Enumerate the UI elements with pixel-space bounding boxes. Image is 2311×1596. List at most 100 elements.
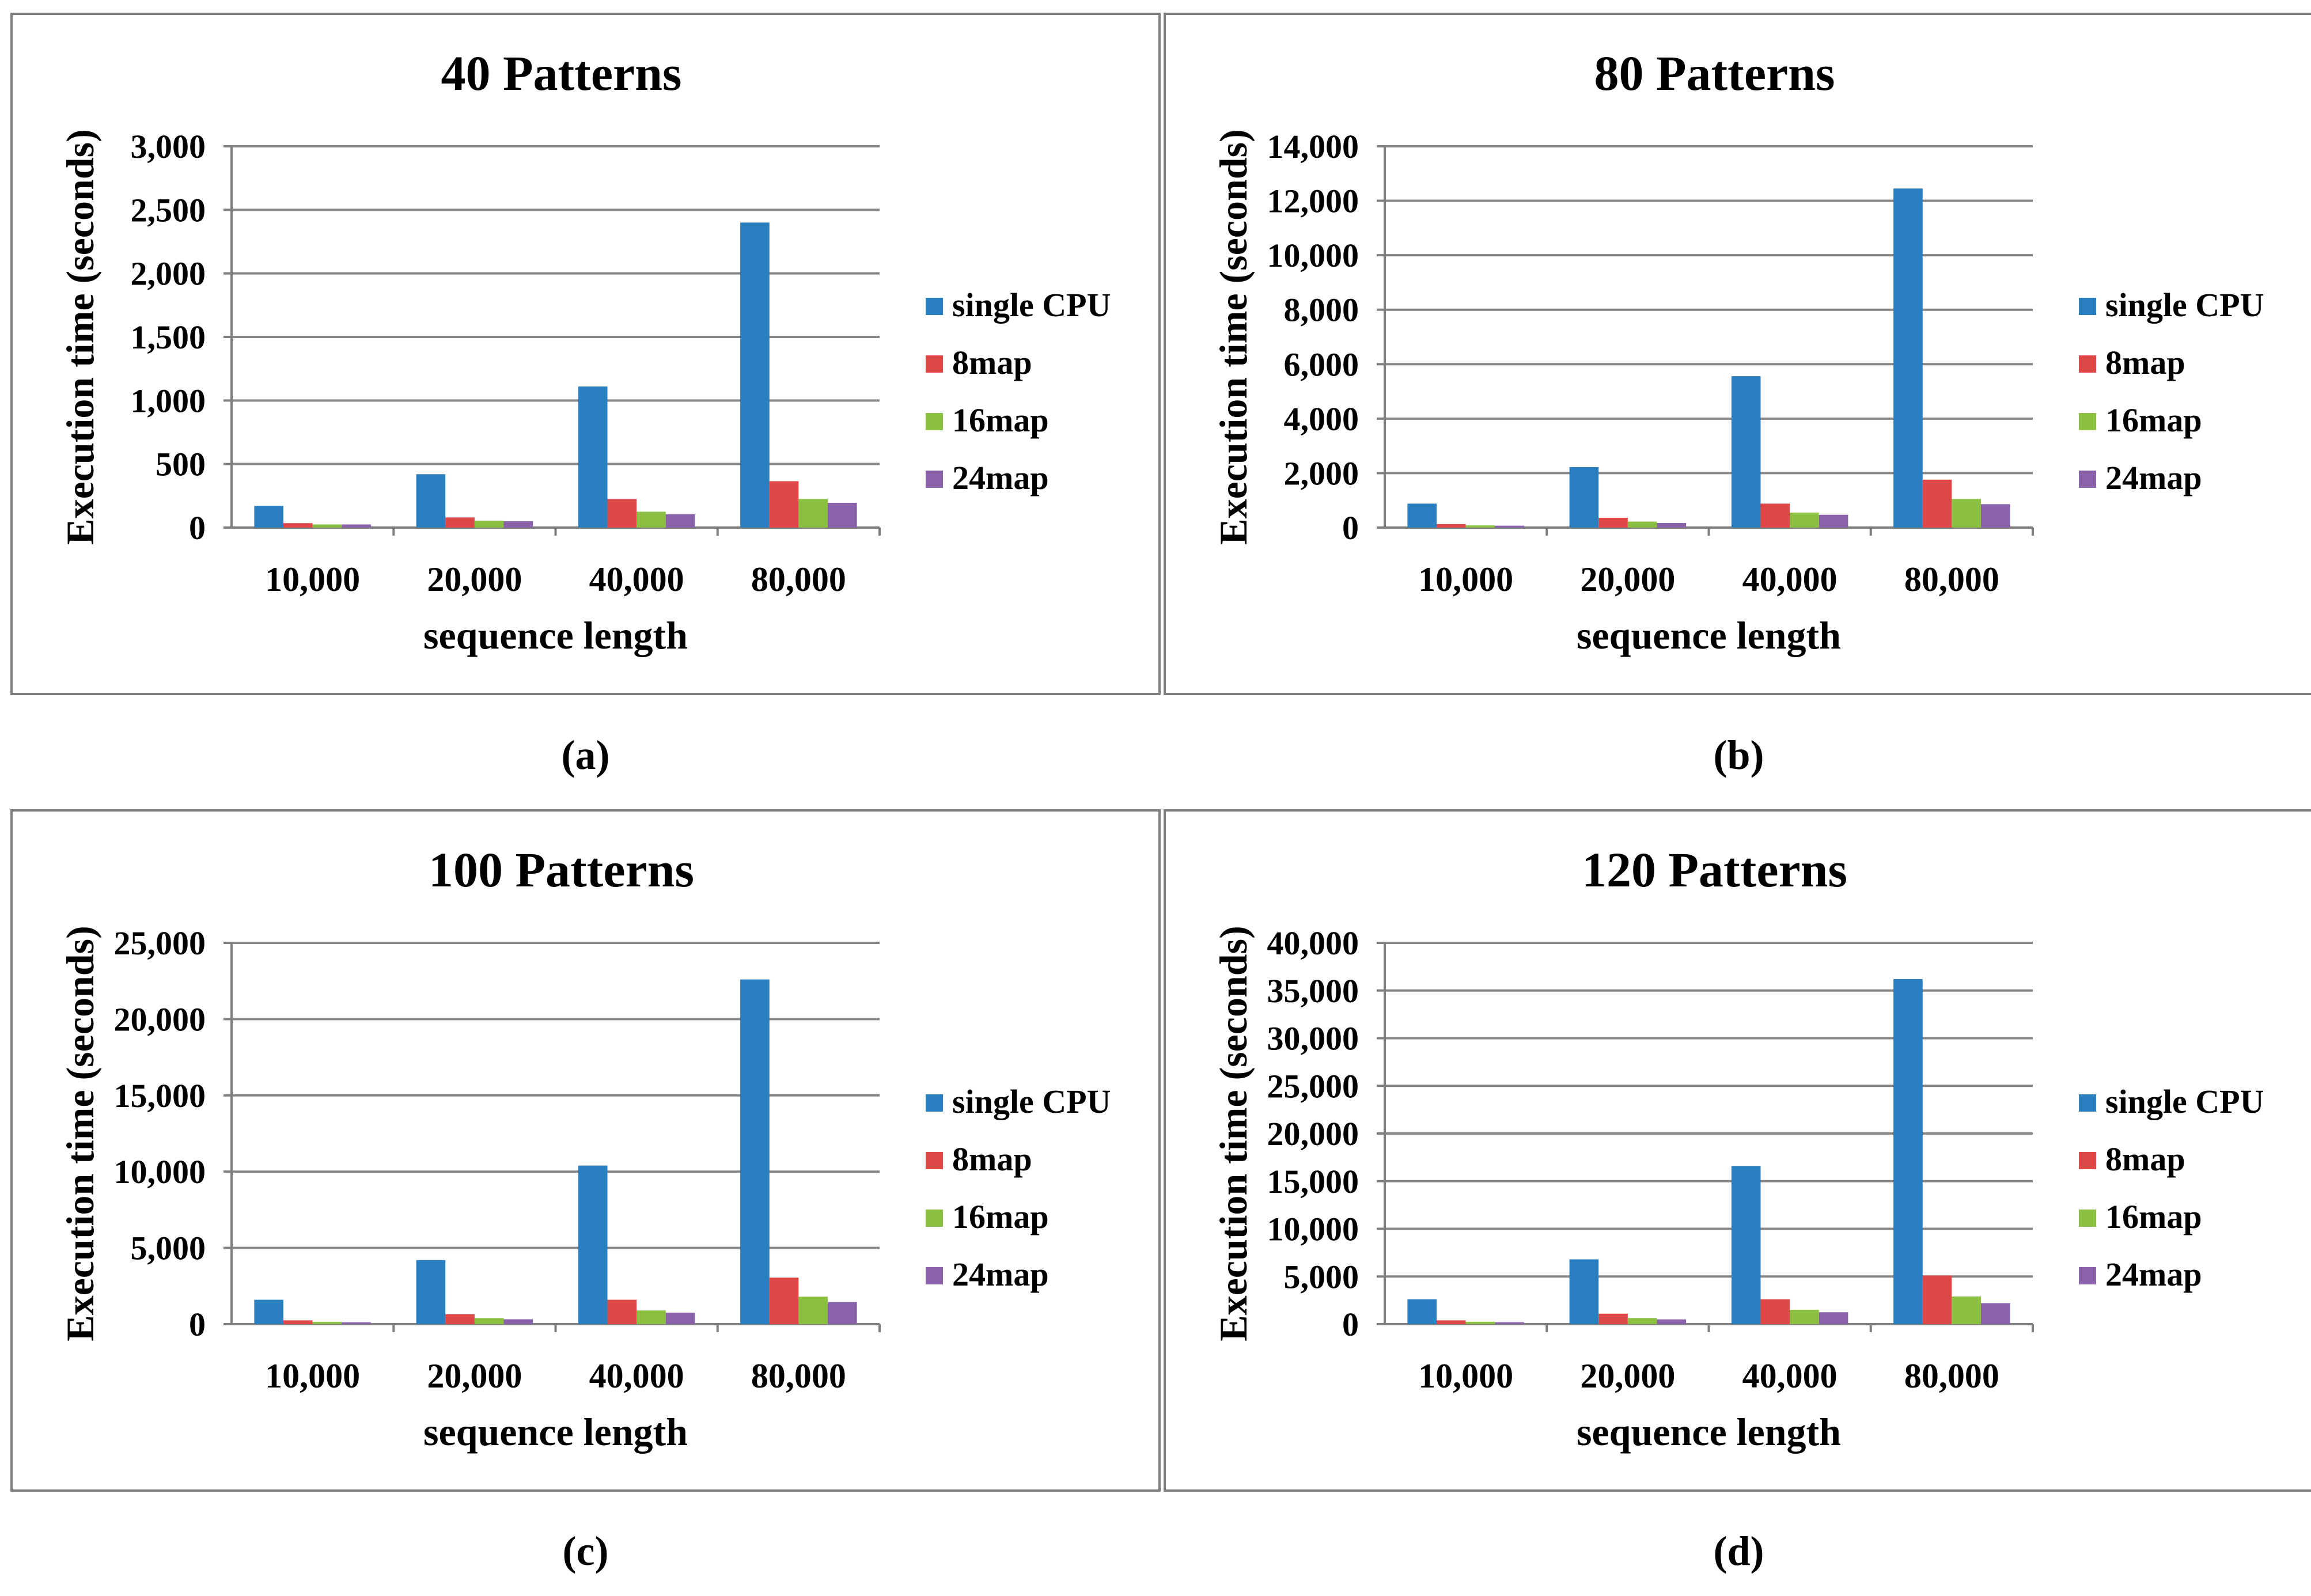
bar-16map-10-000 [312, 1322, 342, 1324]
y-tick-label: 3,000 [131, 128, 206, 165]
chart-panel-40-patterns: 40 Patterns 0 500 1,000 1,500 2,000 2,500 3,000… [10, 13, 1161, 695]
y-axis-label: Execution time (seconds) [58, 926, 102, 1341]
bar-single-cpu-80-000 [740, 222, 770, 528]
y-tick-label: 0 [189, 509, 206, 547]
y-tick-label: 10,000 [1267, 1211, 1359, 1248]
chart-40-patterns: 40 Patterns 0 500 1,000 1,500 2,000 2,500 3,000… [58, 46, 1111, 657]
legend-label-single-cpu: single CPU [952, 286, 1111, 324]
bar-24map-10-000 [1495, 1322, 1524, 1324]
bar-24map-10-000 [342, 1322, 371, 1324]
legend-swatch-single-cpu [926, 1094, 943, 1112]
bar-single-cpu-20-000 [416, 1260, 446, 1324]
legend-swatch-24map [2079, 1267, 2096, 1284]
bar-8map-80-000 [769, 481, 799, 528]
x-tick-label: 10,000 [1418, 1357, 1513, 1395]
bar-16map-40-000 [1790, 512, 1819, 528]
y-tick-label: 10,000 [114, 1153, 206, 1191]
chart-80-patterns: 80 Patterns 0 2,000 4,000 6,000 8,000 10,000 12… [1211, 46, 2264, 657]
y-tick-label: 14,000 [1267, 128, 1359, 165]
y-tick-label: 5,000 [1284, 1258, 1359, 1295]
bar-24map-80-000 [828, 502, 857, 528]
bar-24map-20-000 [1657, 522, 1687, 528]
legend-label-8map: 8map [2105, 344, 2185, 381]
bar-24map-40-000 [1819, 1312, 1848, 1324]
bar-24map-20-000 [1657, 1319, 1687, 1324]
legend-swatch-8map [2079, 355, 2096, 373]
bar-single-cpu-80-000 [1893, 188, 1923, 528]
legend-swatch-24map [926, 1267, 943, 1284]
y-tick-label: 2,000 [1284, 454, 1359, 492]
bar-8map-20-000 [1598, 1313, 1628, 1324]
bar-16map-80-000 [1952, 1296, 1981, 1324]
chart-panel-120-patterns: 120 Patterns 0 5,000 10,000 15,000 20,000 25,0… [1164, 809, 2311, 1492]
legend-label-8map: 8map [952, 1140, 1032, 1178]
legend-label-16map: 16map [952, 401, 1049, 439]
y-tick-label: 40,000 [1267, 924, 1359, 962]
legend-label-24map: 24map [952, 459, 1049, 496]
bar-24map-40-000 [665, 514, 695, 528]
bar-8map-40-000 [607, 1299, 637, 1324]
y-tick-label: 25,000 [114, 924, 206, 962]
bar-single-cpu-10-000 [1407, 1299, 1437, 1324]
legend-swatch-24map [2079, 471, 2096, 488]
bar-8map-80-000 [1922, 1275, 1952, 1324]
chart-100-patterns: 100 Patterns 0 5,000 10,000 15,000 20,000 25,0… [58, 842, 1111, 1454]
bar-8map-10-000 [283, 1320, 313, 1324]
bar-single-cpu-80-000 [740, 979, 770, 1324]
y-tick-label: 1,000 [131, 382, 206, 419]
bar-single-cpu-40-000 [578, 386, 608, 528]
chart-title: 80 Patterns [1594, 46, 1835, 101]
bar-16map-10-000 [312, 524, 342, 528]
x-tick-label: 80,000 [1904, 1357, 1999, 1395]
bar-24map-80-000 [828, 1302, 857, 1324]
legend-swatch-single-cpu [2079, 1094, 2096, 1112]
bar-8map-80-000 [1922, 479, 1952, 528]
legend-swatch-8map [2079, 1152, 2096, 1169]
legend-swatch-16map [926, 413, 943, 430]
chart-title: 40 Patterns [441, 46, 682, 101]
y-axis-label: Execution time (seconds) [1211, 129, 1255, 544]
x-tick-label: 80,000 [751, 1357, 846, 1395]
chart-120-patterns: 120 Patterns 0 5,000 10,000 15,000 20,000 25,0… [1211, 842, 2264, 1454]
x-tick-label: 80,000 [1904, 560, 1999, 598]
bar-24map-10-000 [342, 524, 371, 528]
bar-24map-20-000 [503, 521, 533, 528]
legend-label-16map: 16map [952, 1198, 1049, 1235]
x-tick-label: 20,000 [1580, 560, 1675, 598]
bar-16map-10-000 [1465, 1321, 1495, 1324]
x-tick-label: 40,000 [1742, 560, 1838, 598]
bar-single-cpu-20-000 [1569, 467, 1599, 528]
chart-title: 100 Patterns [429, 842, 694, 897]
bar-single-cpu-40-000 [1731, 1166, 1761, 1324]
x-axis-label: sequence length [423, 613, 688, 657]
x-tick-label: 40,000 [589, 560, 684, 598]
y-axis-label: Execution time (seconds) [1211, 926, 1255, 1341]
bar-16map-20-000 [474, 520, 504, 528]
y-tick-label: 500 [156, 446, 206, 483]
y-tick-label: 20,000 [114, 1000, 206, 1038]
legend-label-16map: 16map [2105, 401, 2202, 439]
y-axis-label: Execution time (seconds) [58, 129, 102, 544]
y-tick-label: 15,000 [1267, 1163, 1359, 1200]
caption-a: (a) [561, 732, 610, 778]
chart-title: 120 Patterns [1582, 842, 1847, 897]
bar-24map-80-000 [1981, 1303, 2010, 1324]
y-tick-label: 2,500 [131, 191, 206, 229]
bar-single-cpu-40-000 [578, 1165, 608, 1324]
x-tick-label: 40,000 [589, 1357, 684, 1395]
y-tick-label: 0 [189, 1306, 206, 1343]
bar-8map-40-000 [607, 499, 637, 528]
x-tick-label: 20,000 [1580, 1357, 1675, 1395]
bar-16map-20-000 [1627, 1318, 1657, 1324]
caption-c: (c) [562, 1528, 609, 1574]
bar-8map-40-000 [1760, 503, 1790, 528]
bar-8map-80-000 [769, 1277, 799, 1324]
bar-8map-40-000 [1760, 1299, 1790, 1324]
y-tick-label: 30,000 [1267, 1020, 1359, 1057]
legend-label-single-cpu: single CPU [2105, 286, 2264, 324]
y-tick-label: 10,000 [1267, 237, 1359, 274]
bar-8map-20-000 [445, 517, 475, 528]
y-tick-label: 8,000 [1284, 291, 1359, 329]
bar-8map-10-000 [283, 523, 313, 528]
caption-d: (d) [1713, 1528, 1764, 1574]
